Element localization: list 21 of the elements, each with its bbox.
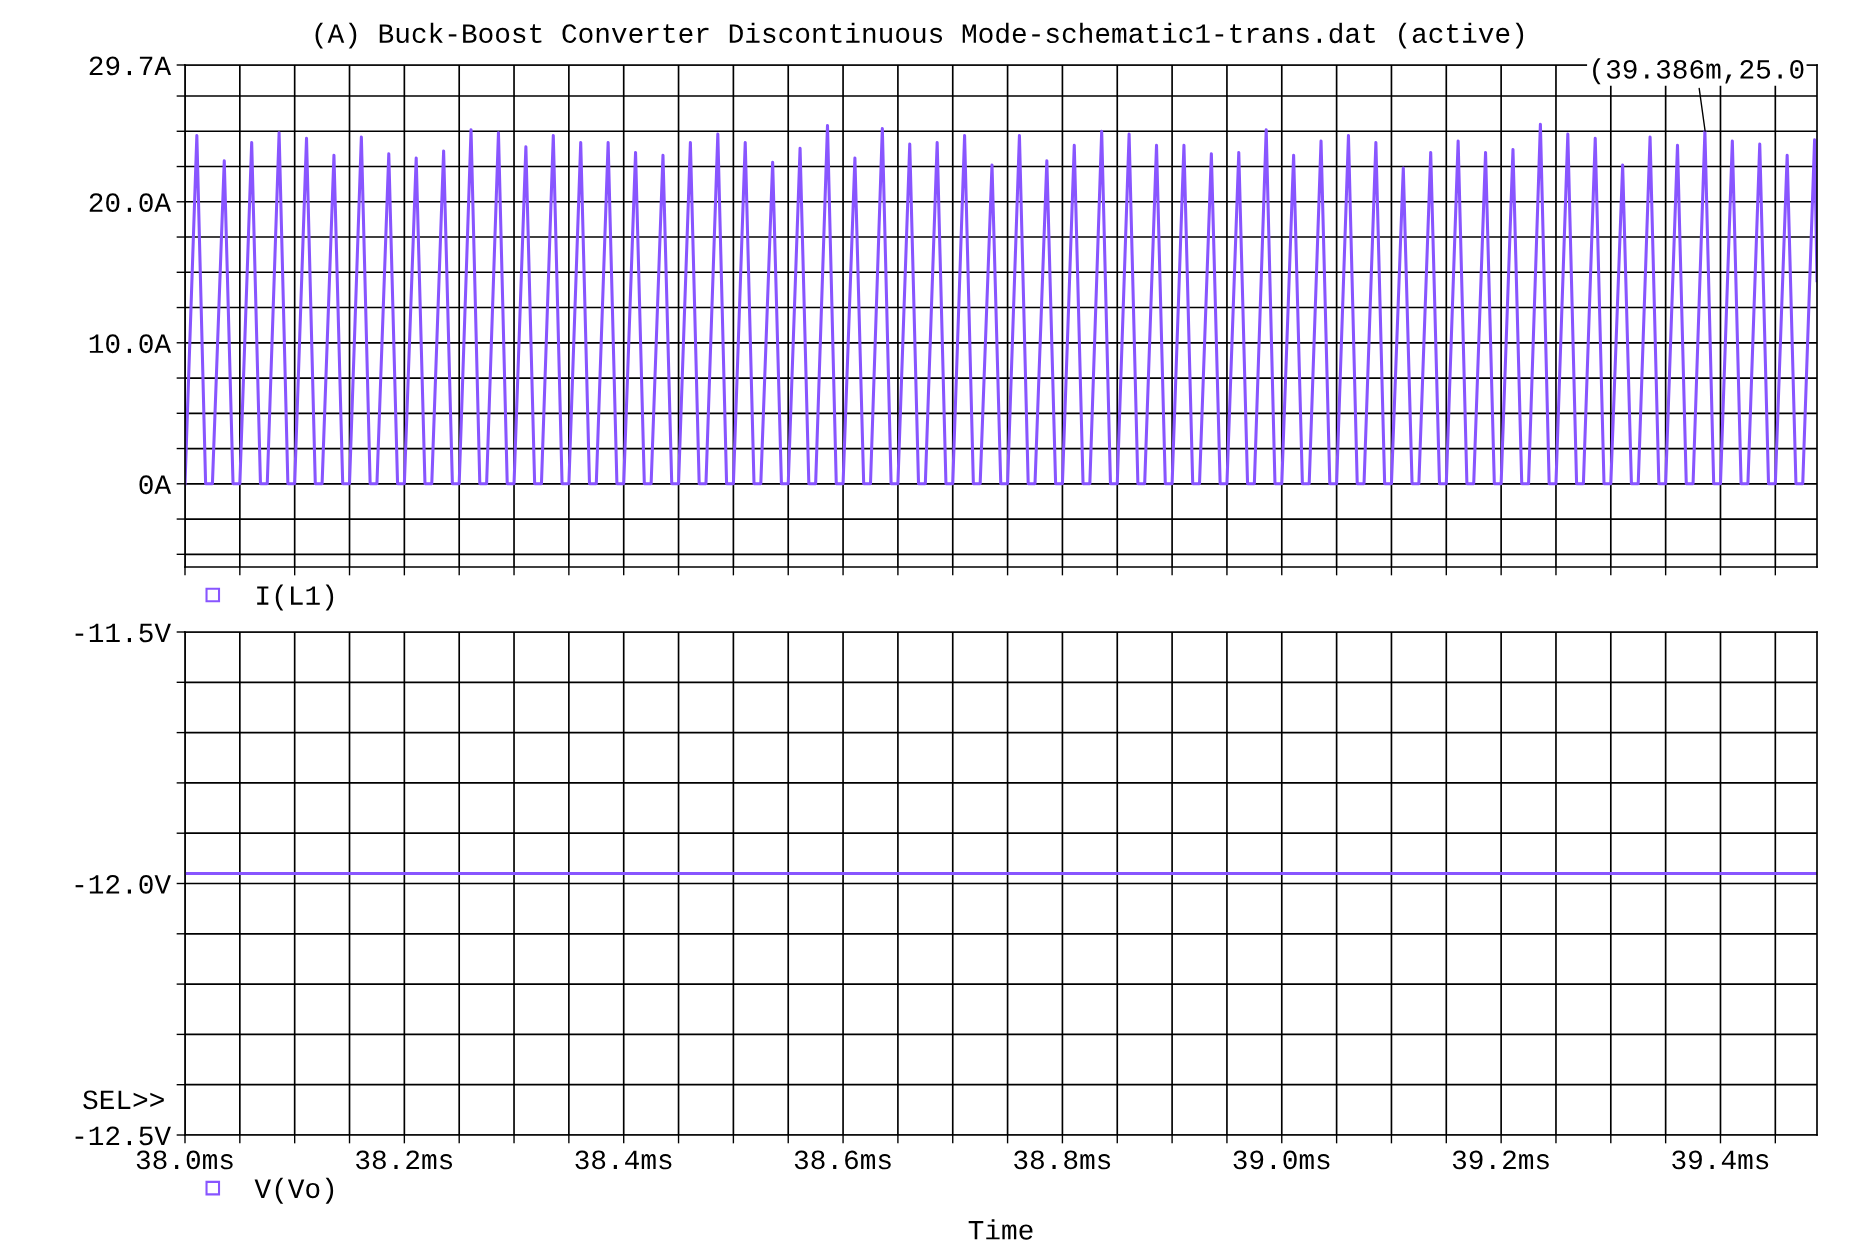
y-tick-label: 0A bbox=[139, 475, 172, 495]
y-tick-label: 29.7A bbox=[89, 56, 172, 76]
annotation: (39.386m,25.0 bbox=[1593, 58, 1804, 85]
x-tick-label: 38.2ms bbox=[356, 1150, 453, 1170]
x-tick-label: 39.2ms bbox=[1452, 1150, 1549, 1170]
chart-title: (A) Buck-Boost Converter Discontinuous Mode-schematic1-trans.dat (active) bbox=[315, 22, 1524, 49]
y-tick-label: 10.0A bbox=[89, 334, 172, 354]
x-axis-title: Time bbox=[968, 1219, 1033, 1240]
y-tick-label: -11.5V bbox=[75, 623, 171, 643]
x-tick-label: 38.8ms bbox=[1014, 1150, 1111, 1170]
x-tick-label: 38.0ms bbox=[136, 1150, 233, 1170]
text: SEL>> bbox=[83, 1090, 164, 1110]
x-tick-label: 38.6ms bbox=[794, 1150, 891, 1170]
legend-label: V(Vo) bbox=[254, 1177, 334, 1204]
y-tick-label: -12.0V bbox=[75, 874, 171, 894]
legend-label: I(L1) bbox=[257, 584, 334, 611]
y-tick-label: 20.0A bbox=[89, 193, 172, 213]
x-tick-label: 38.4ms bbox=[575, 1150, 672, 1170]
x-tick-label: 39.4ms bbox=[1672, 1150, 1769, 1170]
y-tick-label: -12.5V bbox=[75, 1126, 171, 1146]
x-tick-label: 39.0ms bbox=[1233, 1150, 1330, 1170]
